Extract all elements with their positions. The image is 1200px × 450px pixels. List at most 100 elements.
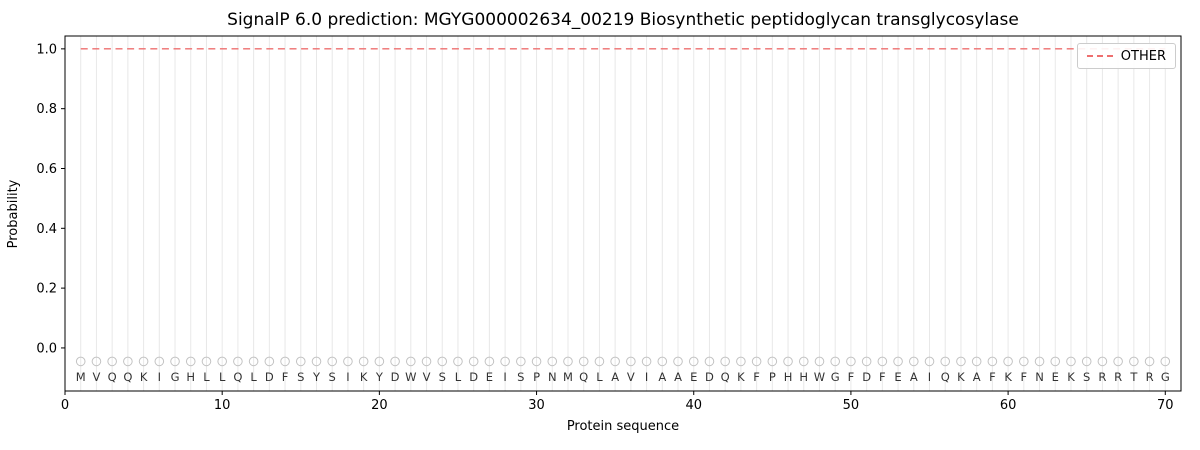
residue-marker-icon bbox=[1113, 356, 1123, 367]
residue-letter: A bbox=[910, 370, 918, 384]
residue-marker-icon bbox=[688, 356, 699, 367]
residue-marker-icon bbox=[406, 356, 416, 367]
residue-letter: I bbox=[346, 370, 349, 384]
residue-letter: A bbox=[658, 370, 666, 384]
residue-marker-icon bbox=[280, 356, 290, 367]
residue-marker-icon bbox=[893, 356, 903, 367]
y-tick-label: 0.4 bbox=[36, 222, 57, 237]
residue-letter: M bbox=[563, 370, 573, 384]
residue-marker-icon bbox=[107, 356, 117, 367]
residue-letter: S bbox=[439, 370, 446, 384]
residue-letter: L bbox=[455, 370, 462, 384]
residue-letter: V bbox=[92, 370, 100, 384]
residue-marker-icon bbox=[1066, 356, 1076, 367]
residue-letter: L bbox=[219, 370, 226, 384]
residue-letter: N bbox=[548, 370, 557, 384]
residue-letter: H bbox=[186, 370, 195, 384]
legend-label: OTHER bbox=[1120, 48, 1166, 64]
residue-letter: D bbox=[469, 370, 478, 384]
residue-letter: K bbox=[737, 370, 745, 384]
residue-letter: Q bbox=[108, 370, 117, 384]
y-tick-label: 1.0 bbox=[36, 42, 57, 57]
residue-marker-icon bbox=[531, 356, 542, 367]
residue-marker-icon bbox=[578, 356, 589, 367]
residue-marker-icon bbox=[798, 356, 809, 367]
residue-marker-icon bbox=[453, 356, 463, 367]
residue-letter: L bbox=[250, 370, 257, 384]
residue-letter: I bbox=[503, 370, 506, 384]
residue-letter: E bbox=[1052, 370, 1059, 384]
residue-letter: Q bbox=[233, 370, 242, 384]
residue-marker-icon bbox=[374, 356, 385, 367]
residue-letter: G bbox=[171, 370, 180, 384]
residue-marker-icon bbox=[704, 356, 715, 367]
residue-marker-icon bbox=[484, 356, 495, 367]
residue-marker-icon bbox=[1097, 356, 1108, 367]
y-tick-label: 0.2 bbox=[36, 282, 57, 297]
residue-marker-icon bbox=[547, 356, 558, 367]
residue-letter: L bbox=[203, 370, 210, 384]
residue-marker-icon bbox=[295, 356, 306, 367]
x-tick-label: 30 bbox=[528, 398, 545, 413]
residue-marker-icon bbox=[1144, 356, 1155, 367]
residue-letter: F bbox=[1021, 370, 1028, 384]
residue-letter: W bbox=[405, 370, 416, 384]
residue-marker-icon bbox=[971, 356, 982, 367]
residue-letter: A bbox=[674, 370, 682, 384]
residue-marker-icon bbox=[861, 356, 872, 367]
residue-letter: W bbox=[814, 370, 825, 384]
x-tick-label: 70 bbox=[1157, 398, 1174, 413]
residue-letter: K bbox=[957, 370, 965, 384]
residue-marker-icon bbox=[468, 356, 479, 367]
residue-letter: R bbox=[1114, 370, 1122, 384]
plot-border bbox=[64, 35, 1182, 392]
residue-marker-icon bbox=[390, 356, 400, 367]
residue-letter: D bbox=[391, 370, 400, 384]
residue-marker-icon bbox=[563, 356, 573, 367]
residue-marker-icon bbox=[201, 356, 212, 367]
residue-marker-icon bbox=[233, 356, 243, 367]
residue-letter: Y bbox=[312, 370, 321, 384]
y-tick-label: 0.0 bbox=[36, 341, 57, 356]
residue-marker-icon bbox=[75, 356, 86, 367]
residue-marker-icon bbox=[767, 356, 778, 367]
residue-letter: E bbox=[894, 370, 901, 384]
residue-letter: R bbox=[1146, 370, 1154, 384]
residue-marker-icon bbox=[736, 356, 746, 367]
residue-letter: M bbox=[76, 370, 86, 384]
residue-letter: F bbox=[848, 370, 855, 384]
residue-letter: I bbox=[645, 370, 648, 384]
residue-letter: I bbox=[928, 370, 931, 384]
residue-letter: A bbox=[611, 370, 619, 384]
residue-letter: S bbox=[297, 370, 304, 384]
residue-letter: G bbox=[831, 370, 840, 384]
residue-marker-icon bbox=[940, 356, 951, 367]
residue-marker-icon bbox=[783, 356, 793, 367]
residue-letter: D bbox=[705, 370, 714, 384]
residue-marker-icon bbox=[264, 356, 275, 367]
residue-letter: H bbox=[784, 370, 793, 384]
residue-marker-icon bbox=[1019, 356, 1029, 367]
residue-marker-icon bbox=[500, 356, 510, 367]
x-tick-label: 50 bbox=[843, 398, 860, 413]
residue-marker-icon bbox=[123, 356, 133, 367]
x-axis-label: Protein sequence bbox=[567, 419, 679, 434]
residue-marker-icon bbox=[154, 356, 165, 367]
residue-marker-icon bbox=[846, 356, 856, 367]
residue-letter: F bbox=[879, 370, 886, 384]
residue-letter: R bbox=[1098, 370, 1106, 384]
y-tick-label: 0.8 bbox=[36, 102, 57, 117]
residue-marker-icon bbox=[1160, 356, 1171, 367]
residue-letter: H bbox=[799, 370, 808, 384]
residue-letter: V bbox=[423, 370, 431, 384]
legend: OTHER bbox=[1076, 43, 1176, 69]
residue-letter: E bbox=[486, 370, 493, 384]
residue-letter: D bbox=[862, 370, 871, 384]
x-tick-label: 0 bbox=[61, 398, 69, 413]
chart-title: SignalP 6.0 prediction: MGYG000002634_00… bbox=[227, 10, 1019, 30]
residue-marker-icon bbox=[437, 356, 448, 367]
residue-marker-icon bbox=[358, 356, 369, 367]
residue-marker-icon bbox=[217, 356, 227, 367]
